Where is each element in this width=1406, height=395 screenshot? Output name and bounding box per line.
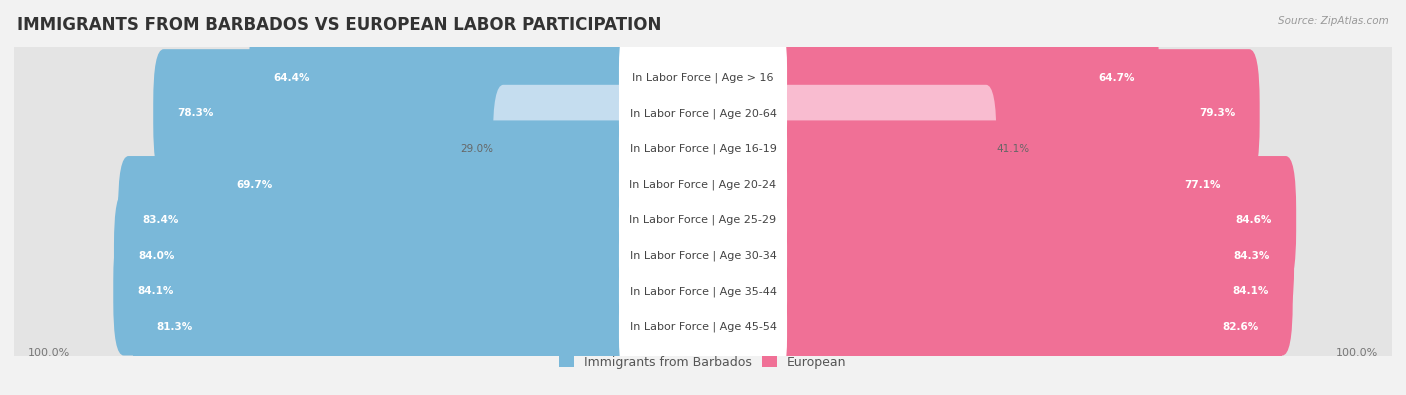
FancyBboxPatch shape [212,120,713,248]
Text: 69.7%: 69.7% [236,180,273,190]
Text: 84.1%: 84.1% [1232,286,1268,296]
Text: In Labor Force | Age 30-34: In Labor Force | Age 30-34 [630,250,776,261]
Text: 64.7%: 64.7% [1098,73,1135,83]
Text: In Labor Force | Age 45-54: In Labor Force | Age 45-54 [630,322,776,332]
FancyBboxPatch shape [619,96,787,201]
FancyBboxPatch shape [693,49,1260,177]
FancyBboxPatch shape [11,10,1395,216]
FancyBboxPatch shape [619,25,787,130]
Text: 84.1%: 84.1% [138,286,174,296]
Text: IMMIGRANTS FROM BARBADOS VS EUROPEAN LABOR PARTICIPATION: IMMIGRANTS FROM BARBADOS VS EUROPEAN LAB… [17,16,661,34]
Text: 84.3%: 84.3% [1233,251,1270,261]
FancyBboxPatch shape [132,263,713,391]
FancyBboxPatch shape [11,0,1395,181]
Text: 78.3%: 78.3% [177,108,214,118]
FancyBboxPatch shape [11,81,1395,288]
FancyBboxPatch shape [693,227,1292,356]
FancyBboxPatch shape [619,60,787,166]
Text: In Labor Force | Age 25-29: In Labor Force | Age 25-29 [630,215,776,226]
FancyBboxPatch shape [619,167,787,273]
FancyBboxPatch shape [693,192,1294,320]
FancyBboxPatch shape [693,263,1282,391]
Text: 84.6%: 84.6% [1236,215,1272,225]
Text: Source: ZipAtlas.com: Source: ZipAtlas.com [1278,16,1389,26]
FancyBboxPatch shape [11,188,1395,395]
Text: 77.1%: 77.1% [1184,180,1220,190]
FancyBboxPatch shape [11,117,1395,324]
FancyBboxPatch shape [619,203,787,308]
FancyBboxPatch shape [693,85,997,213]
FancyBboxPatch shape [153,49,713,177]
Text: 83.4%: 83.4% [142,215,179,225]
Legend: Immigrants from Barbados, European: Immigrants from Barbados, European [554,351,852,374]
Text: 79.3%: 79.3% [1199,108,1236,118]
Text: 81.3%: 81.3% [156,322,193,332]
Text: In Labor Force | Age 16-19: In Labor Force | Age 16-19 [630,144,776,154]
Text: In Labor Force | Age 20-64: In Labor Force | Age 20-64 [630,108,776,118]
Text: In Labor Force | Age 35-44: In Labor Force | Age 35-44 [630,286,776,297]
FancyBboxPatch shape [693,120,1244,248]
FancyBboxPatch shape [249,13,713,142]
FancyBboxPatch shape [693,156,1296,284]
FancyBboxPatch shape [619,274,787,380]
FancyBboxPatch shape [693,13,1159,142]
Text: 100.0%: 100.0% [28,348,70,357]
Text: 64.4%: 64.4% [273,73,309,83]
Text: In Labor Force | Age > 16: In Labor Force | Age > 16 [633,72,773,83]
Text: 41.1%: 41.1% [997,144,1029,154]
FancyBboxPatch shape [619,239,787,344]
FancyBboxPatch shape [114,227,713,356]
Text: 29.0%: 29.0% [460,144,494,154]
FancyBboxPatch shape [11,152,1395,359]
Text: 84.0%: 84.0% [138,251,174,261]
FancyBboxPatch shape [494,85,713,213]
FancyBboxPatch shape [114,192,713,320]
FancyBboxPatch shape [11,224,1395,395]
FancyBboxPatch shape [619,132,787,237]
Text: 100.0%: 100.0% [1336,348,1378,357]
Text: In Labor Force | Age 20-24: In Labor Force | Age 20-24 [630,179,776,190]
FancyBboxPatch shape [11,45,1395,252]
Text: 82.6%: 82.6% [1222,322,1258,332]
FancyBboxPatch shape [118,156,713,284]
